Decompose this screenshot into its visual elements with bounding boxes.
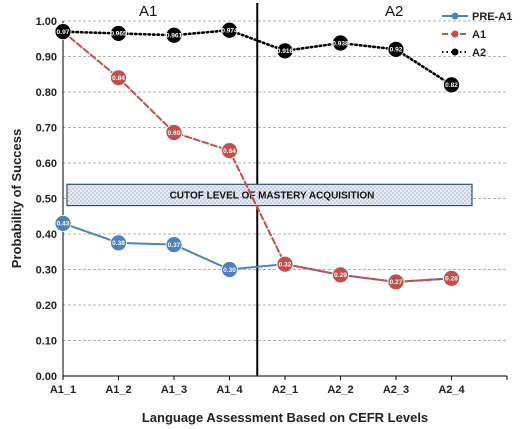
legend-label: A2 bbox=[472, 47, 486, 59]
y-tick-label: 0.70 bbox=[36, 123, 57, 135]
y-tick-label: 0.40 bbox=[36, 229, 57, 241]
y-tick-label: 0.30 bbox=[36, 265, 57, 277]
data-label: 0.84 bbox=[112, 75, 125, 82]
data-label: 0.27 bbox=[390, 279, 403, 286]
x-tick-label: A2_4 bbox=[438, 384, 465, 396]
data-label: 0.961 bbox=[166, 33, 183, 40]
data-label: 0.974 bbox=[221, 28, 238, 35]
data-label: 0.97 bbox=[57, 29, 70, 36]
y-tick-label: 0.20 bbox=[36, 300, 57, 312]
x-tick-label: A2_3 bbox=[383, 384, 409, 396]
data-label: 0.916 bbox=[277, 48, 294, 55]
y-tick-label: 0.50 bbox=[36, 194, 57, 206]
legend-label: A1 bbox=[472, 29, 486, 41]
data-label: 0.64 bbox=[223, 148, 236, 155]
x-axis-title: Language Assessment Based on CEFR Levels bbox=[142, 410, 428, 425]
group-label-a2: A2 bbox=[385, 3, 403, 20]
cutoff-band-label: CUTOF LEVEL OF MASTERY ACQUISITION bbox=[170, 190, 375, 201]
data-label: 0.28 bbox=[445, 276, 458, 283]
group-label-a1: A1 bbox=[139, 3, 157, 20]
data-label: 0.965 bbox=[110, 31, 127, 38]
y-tick-label: 0.00 bbox=[36, 371, 57, 383]
legend-marker bbox=[452, 49, 459, 56]
y-tick-label: 0.10 bbox=[36, 336, 57, 348]
data-label: 0.29 bbox=[334, 272, 347, 279]
legend-marker bbox=[452, 13, 459, 20]
x-tick-label: A2_2 bbox=[327, 384, 353, 396]
legend-marker bbox=[452, 31, 459, 38]
data-label: 0.37 bbox=[168, 242, 181, 249]
y-tick-label: 0.80 bbox=[36, 87, 57, 99]
y-tick-label: 0.60 bbox=[36, 158, 57, 170]
data-label: 0.92 bbox=[390, 47, 403, 54]
data-label: 0.32 bbox=[279, 261, 292, 268]
legend-label: PRE-A1 bbox=[472, 11, 512, 23]
x-tick-label: A1_4 bbox=[216, 384, 243, 396]
x-tick-label: A1_3 bbox=[161, 384, 187, 396]
y-tick-label: 1.00 bbox=[36, 16, 57, 28]
y-tick-label: 0.90 bbox=[36, 52, 57, 64]
x-tick-label: A1_2 bbox=[105, 384, 131, 396]
data-label: 0.30 bbox=[223, 267, 236, 274]
data-label: 0.82 bbox=[445, 82, 458, 89]
data-label: 0.938 bbox=[332, 40, 349, 47]
x-tick-label: A1_1 bbox=[50, 384, 76, 396]
x-tick-label: A2_1 bbox=[272, 384, 298, 396]
y-axis-title: Probability of Success bbox=[9, 129, 24, 268]
data-label: 0.43 bbox=[57, 221, 70, 228]
data-label: 0.69 bbox=[168, 130, 181, 137]
data-label: 0.38 bbox=[112, 240, 125, 247]
